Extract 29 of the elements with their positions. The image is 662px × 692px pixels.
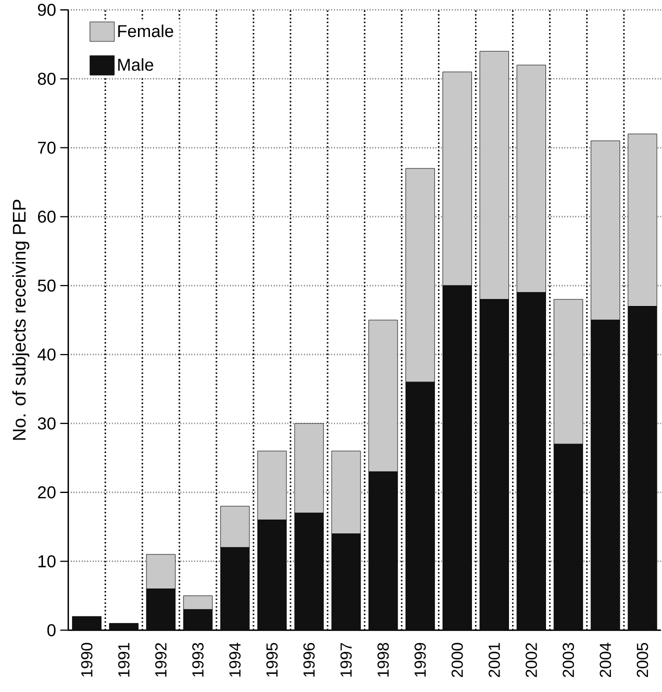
x-tick-label: 2001: [488, 643, 500, 678]
x-tick-label: 1997: [340, 643, 352, 677]
x-tick-label: 2003: [562, 642, 574, 678]
x-tick-label: 1990: [81, 642, 93, 677]
y-tick-label: 80: [38, 72, 56, 85]
x-tick-label: 2005: [636, 642, 648, 678]
x-tick-label: 2000: [452, 642, 464, 678]
y-tick-label: 30: [38, 417, 56, 430]
y-tick-label: 70: [38, 142, 56, 154]
x-tick-label: 1998: [378, 642, 389, 677]
x-tick-label: 1996: [304, 642, 315, 677]
y-tick-label: 10: [38, 555, 56, 568]
y-tick-label: 90: [38, 4, 56, 16]
y-tick-label: 50: [38, 280, 56, 292]
x-tick-label: 1994: [229, 642, 241, 677]
y-tick-label: 0: [48, 624, 56, 636]
y-tick-label: 60: [38, 210, 56, 223]
x-tick-label: 2004: [600, 642, 612, 678]
legend-label: Male: [118, 58, 154, 71]
x-tick-label: 1992: [155, 643, 167, 677]
x-tick-label: 2002: [526, 643, 538, 678]
y-tick-label: 40: [38, 348, 56, 361]
y-axis-title: No. of subjects receiving PEP: [12, 200, 30, 440]
legend-label: Female: [118, 24, 174, 38]
x-tick-label: 1991: [118, 643, 130, 677]
x-tick-label: 1999: [414, 643, 426, 677]
x-tick-label: 1993: [192, 642, 204, 677]
y-tick-label: 20: [38, 486, 56, 498]
x-tick-label: 1995: [266, 642, 278, 677]
